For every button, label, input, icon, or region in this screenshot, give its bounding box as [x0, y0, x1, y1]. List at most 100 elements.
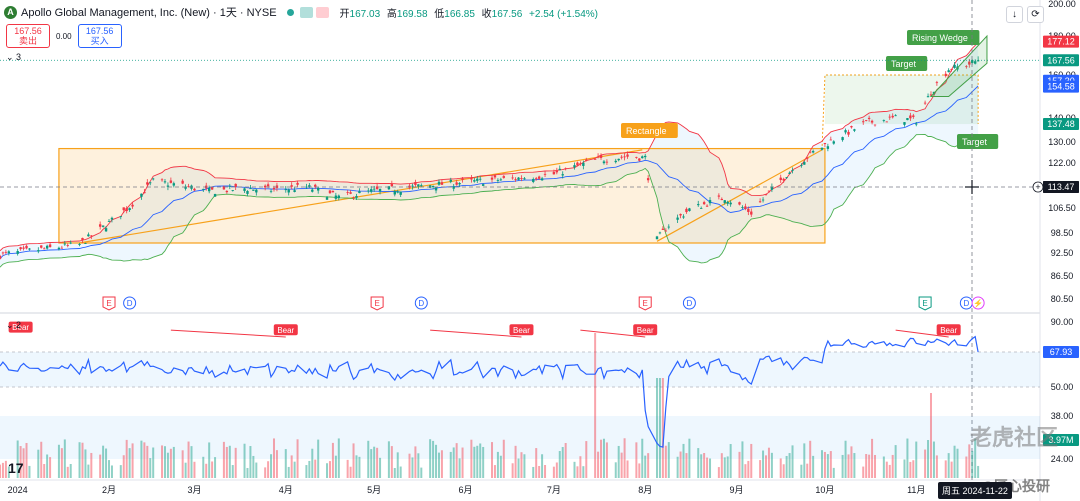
volume-bar [255, 462, 258, 478]
volume-bar [166, 452, 169, 478]
volume-bar [163, 446, 166, 478]
candle-body [832, 141, 835, 144]
candle-body [202, 188, 205, 190]
volume-bar [947, 453, 950, 478]
candle-body [331, 190, 335, 193]
volume-bar [891, 454, 894, 478]
toolbar-right: ↓ ⟳ [1006, 6, 1044, 23]
candle-body [57, 247, 61, 250]
rsi-tick-label: 90.00 [1051, 317, 1074, 327]
main-pane-indicator-count[interactable]: ⌄ 3 [6, 52, 22, 62]
time-tick-label: 5月 [367, 485, 381, 495]
volume-bar [782, 464, 785, 478]
candle-body [894, 115, 897, 117]
candle-body [947, 70, 950, 73]
volume-bar [602, 438, 605, 478]
volume-bar [66, 466, 69, 478]
volume-bar [417, 453, 420, 478]
volume-bar [644, 455, 647, 478]
earnings-icon-label: E [922, 299, 927, 308]
volume-bar [585, 441, 588, 478]
volume-bar [152, 447, 155, 478]
volume-bar [122, 455, 125, 478]
candle-body [308, 185, 311, 187]
download-icon[interactable]: ↓ [1006, 6, 1023, 23]
candle-body [823, 143, 827, 145]
bear-divergence-line [580, 329, 646, 338]
price-label: 137.48 [1047, 119, 1075, 129]
refresh-icon[interactable]: ⟳ [1027, 6, 1044, 23]
volume-bar [803, 443, 806, 478]
volume-bar [476, 445, 479, 478]
indicator-toggle-icon[interactable] [299, 6, 313, 18]
volume-bar [974, 438, 977, 478]
volume-bar [862, 466, 865, 478]
price-label: 167.56 [1047, 55, 1075, 65]
candle-body [437, 181, 441, 185]
candle-body [101, 225, 105, 227]
bear-divergence-line [895, 329, 949, 338]
candle-body [352, 197, 355, 199]
candle-body [378, 188, 382, 192]
add-alert-icon-label: + [1035, 182, 1040, 192]
volume-bar [231, 465, 234, 478]
volume-bar [535, 448, 538, 478]
candle-body [231, 190, 234, 191]
volume-bar [202, 456, 205, 478]
bear-label-bg [936, 324, 961, 336]
volume-bar [700, 454, 703, 478]
candle-body [644, 155, 647, 158]
volume-bar [393, 467, 396, 478]
volume-current-bg [1043, 434, 1079, 446]
close-value: 167.56 [491, 8, 523, 20]
candle-body [107, 221, 111, 222]
candle-body [873, 124, 877, 126]
symbol-title[interactable]: Apollo Global Management, Inc. (New) · 1… [21, 7, 277, 19]
bollinger-upper-line [0, 42, 979, 252]
volume-bar [638, 463, 641, 478]
open-value: 167.03 [349, 8, 381, 20]
split-icon-label: ⚡ [973, 298, 983, 308]
earnings-icon-label: E [106, 299, 111, 308]
time-tick-label: 3月 [187, 485, 201, 495]
buy-button[interactable]: 167.56 买入 [77, 24, 122, 48]
sell-button[interactable]: 167.56 卖出 [6, 24, 50, 48]
candle-body [399, 191, 402, 195]
volume-bar [228, 445, 231, 478]
candle-body [808, 151, 812, 153]
candle-body [761, 199, 765, 201]
candle-body [293, 190, 296, 192]
rsi-pane-indicator-count[interactable]: ⌄ 2 [6, 320, 22, 330]
volume-bar [314, 459, 317, 478]
volume-bar [741, 441, 744, 478]
volume-bar [564, 442, 567, 478]
volume-bar [373, 446, 376, 478]
volume-bar [1, 462, 4, 478]
volume-bar [788, 453, 791, 478]
candle-body [311, 189, 314, 192]
candle-body [452, 186, 455, 189]
ohlc-readout: 开167.03 高169.58 低166.85 收167.56 +2.54 (+… [339, 8, 598, 20]
candle-body [626, 154, 629, 157]
candle-body [90, 235, 93, 237]
volume-bar [491, 442, 494, 478]
time-tick-label: 2024 [8, 485, 28, 495]
candle-body [431, 186, 435, 188]
time-tick-label: 10月 [815, 485, 834, 495]
candle-body [393, 191, 396, 195]
candle-body [661, 228, 665, 230]
dividend-icon-label: D [963, 299, 969, 308]
wave-indicator-icon[interactable] [315, 6, 329, 18]
price-tick-label: 86.50 [1051, 271, 1074, 281]
candle-body [225, 190, 229, 193]
candle-body [128, 208, 131, 211]
volume-bar [43, 464, 46, 478]
candle-body [119, 216, 122, 218]
volume-bar [449, 451, 452, 478]
candle-body [688, 208, 691, 212]
volume-bar [641, 438, 644, 478]
rsi-band [0, 352, 1040, 387]
candle-body [791, 170, 794, 171]
candle-body [16, 251, 19, 254]
